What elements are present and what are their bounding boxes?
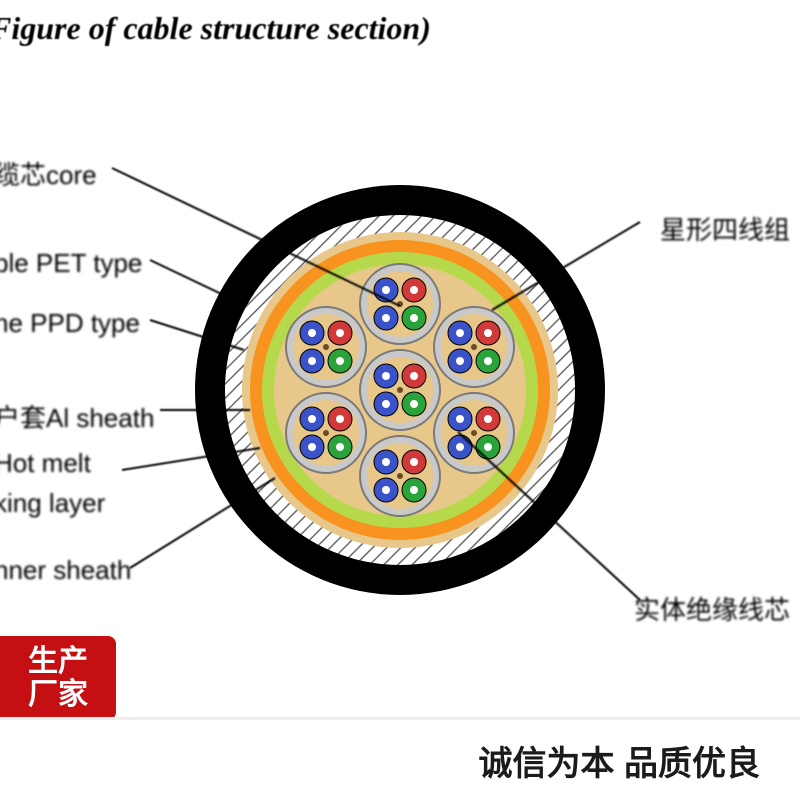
left-label-5: king layer: [0, 488, 105, 519]
cluster-5: [286, 393, 366, 473]
left-label-0: 缆芯core: [0, 155, 97, 192]
pointer-line-1: [150, 260, 234, 300]
footer-bar: 诚信为本 品质优良: [0, 717, 800, 800]
left-label-3: 户套Al sheath: [0, 398, 154, 435]
cluster-2: [434, 307, 514, 387]
cluster-3: [434, 393, 514, 473]
left-label-6: nner sheath: [0, 555, 131, 586]
cluster-0: [360, 350, 440, 430]
left-label-4: Hot melt: [0, 448, 91, 479]
left-label-2: ne PPD type: [0, 308, 140, 339]
banner-line1: 生产: [28, 645, 88, 678]
cluster-4: [360, 436, 440, 516]
cluster-6: [286, 307, 366, 387]
right-label-1: 实体绝缘线芯: [634, 590, 790, 627]
banner-text: 生产 厂家: [28, 645, 88, 711]
right-label-0: 星形四线组: [660, 210, 790, 247]
cluster-1: [360, 264, 440, 344]
footer-text: 诚信为本 品质优良: [479, 736, 760, 785]
left-label-1: ble PET type: [0, 248, 142, 279]
red-promo-banner: 生产 厂家: [0, 636, 116, 720]
banner-line2: 厂家: [28, 678, 88, 711]
